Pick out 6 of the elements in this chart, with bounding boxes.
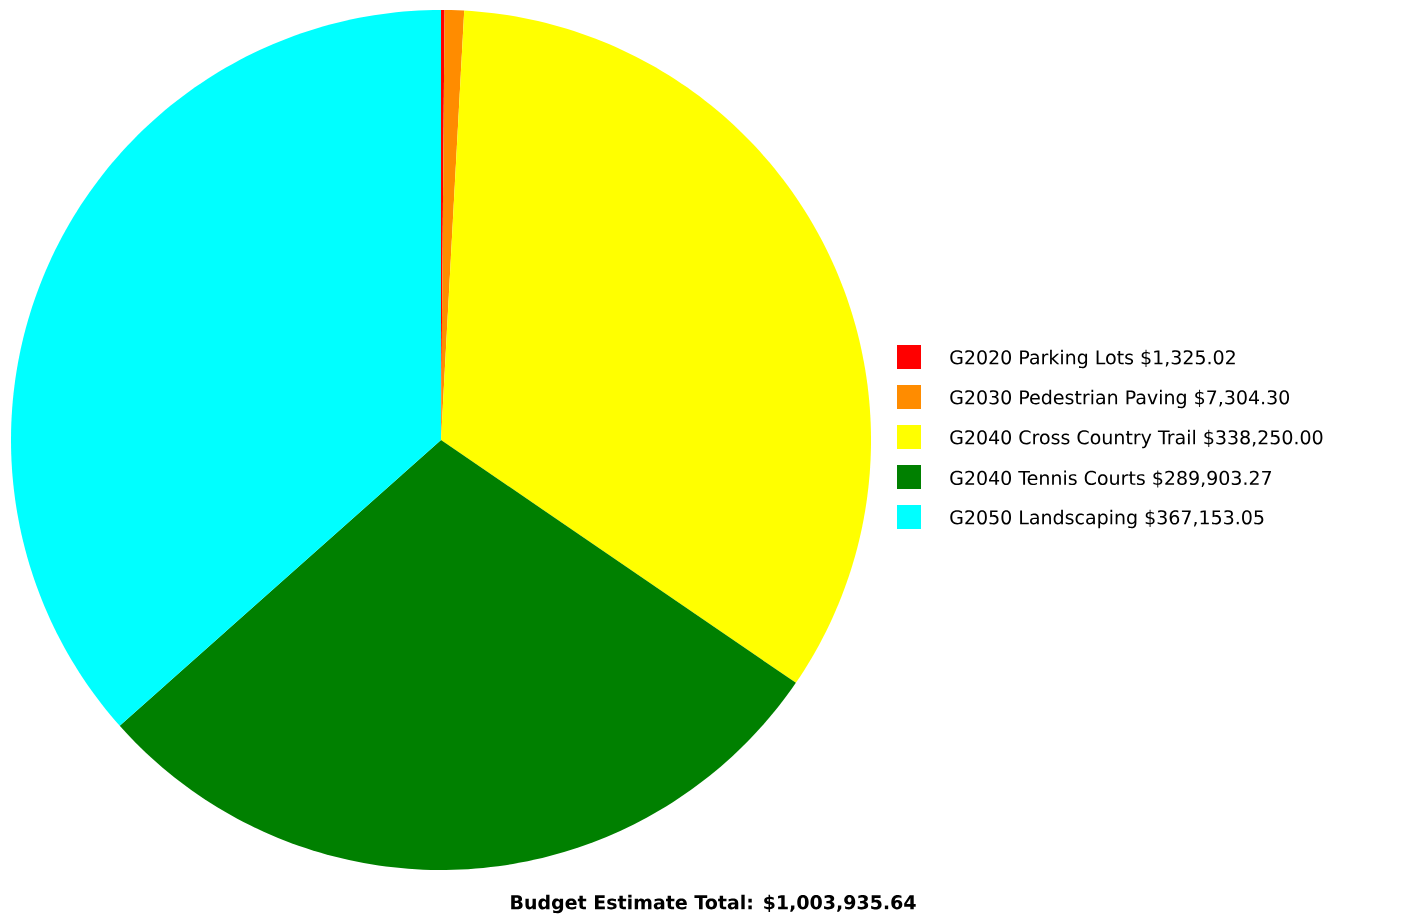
legend-label: G2040 Cross Country Trail $338,250.00 xyxy=(950,429,1323,449)
text: Budget Estimate Total: $1,003,935.64 xyxy=(511,894,916,914)
legend-label: G2050 Landscaping $367,153.05 xyxy=(950,509,1264,529)
legend-label: G2040 Tennis Courts $289,903.27 xyxy=(950,470,1272,488)
legend-label: G2030 Pedestrian Paving $7,304.30 xyxy=(950,389,1290,409)
legend-label: G2020 Parking Lots $1,325.02 xyxy=(950,349,1235,369)
